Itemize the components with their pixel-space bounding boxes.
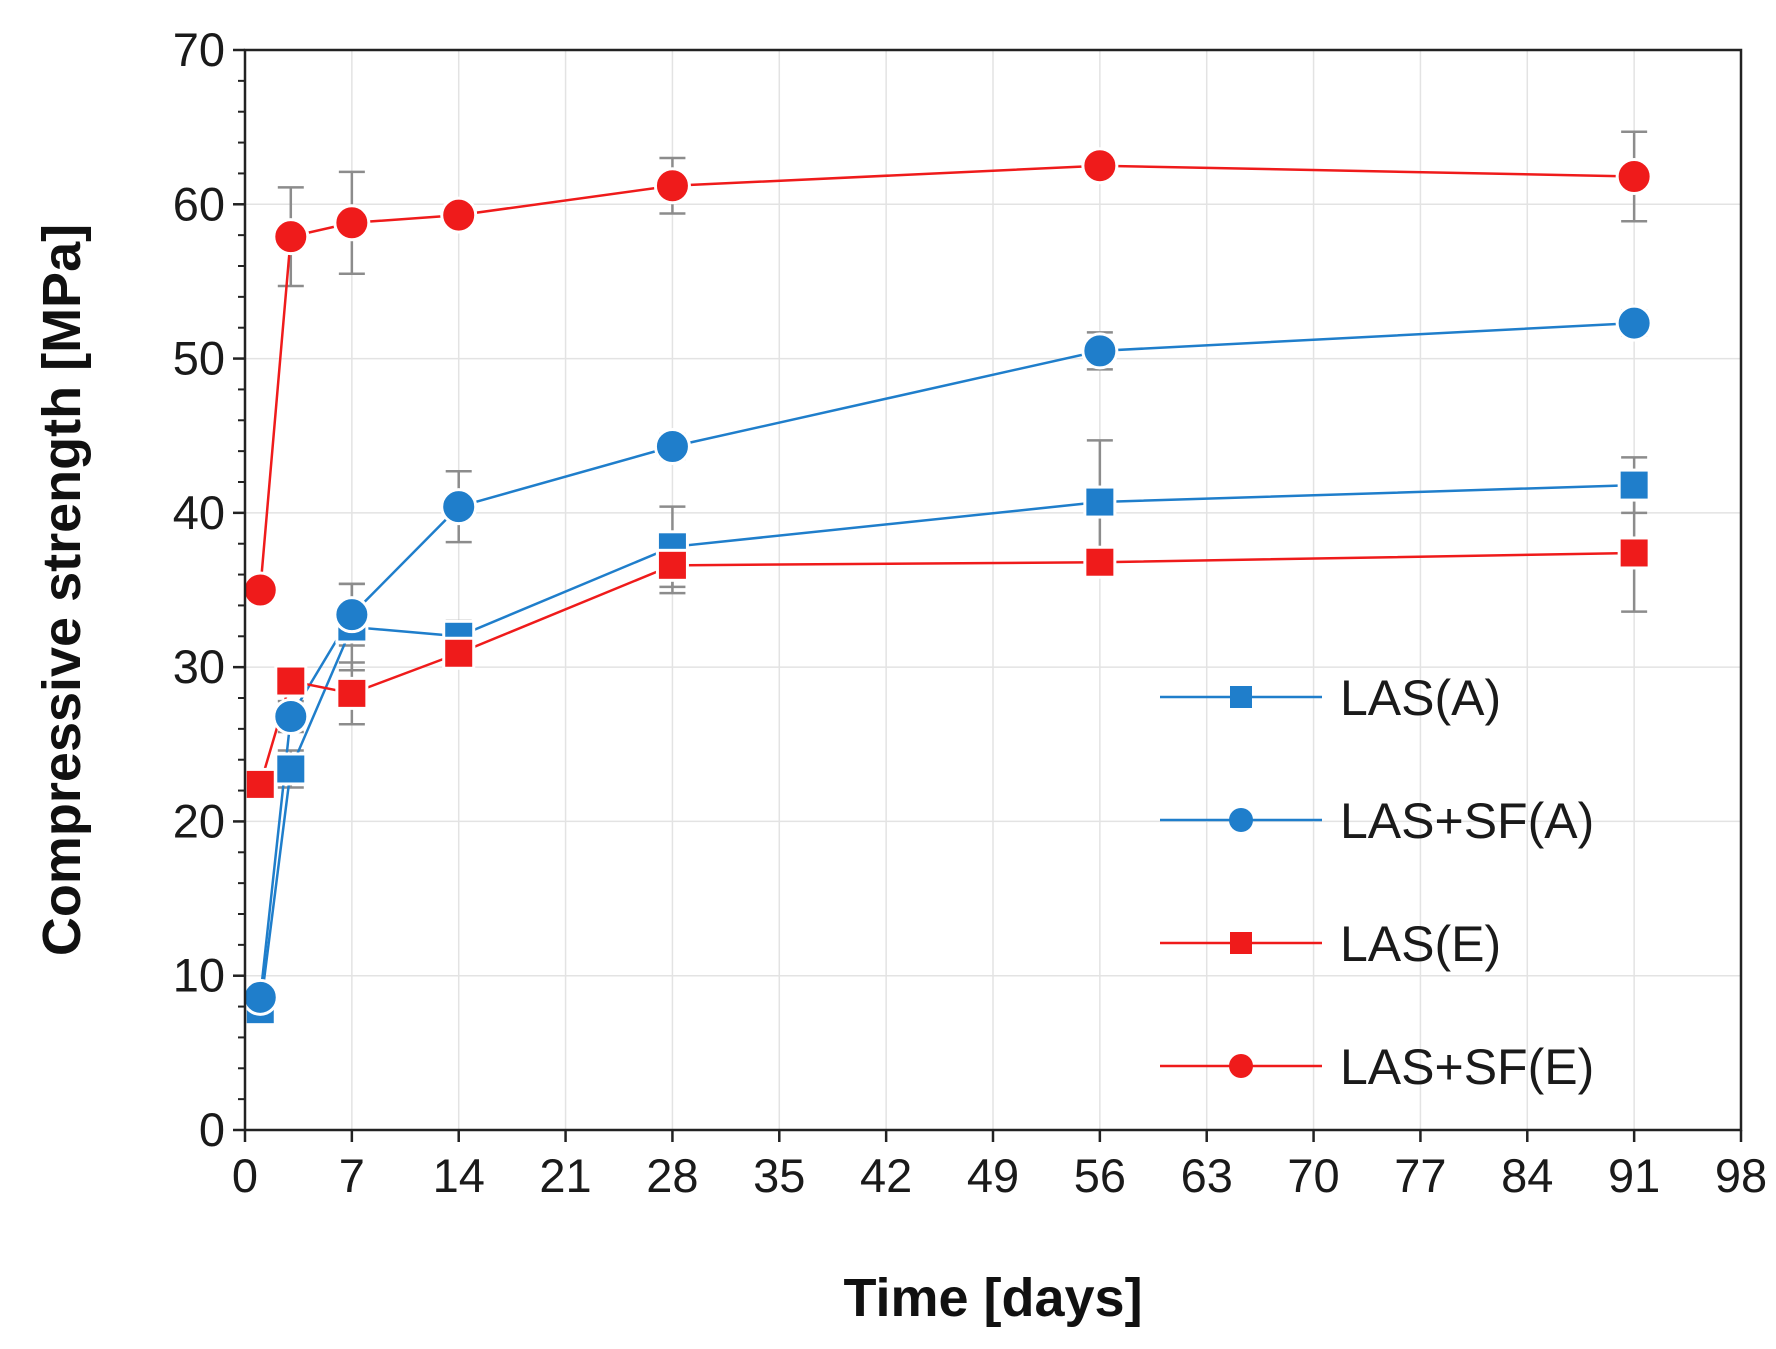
legend-marker-las-sf-a xyxy=(1229,808,1253,832)
y-tick-label: 40 xyxy=(173,486,225,539)
x-tick-label: 77 xyxy=(1394,1149,1446,1202)
y-tick-label: 60 xyxy=(173,177,225,230)
legend-marker-las-e xyxy=(1230,932,1252,954)
point-las-e xyxy=(1083,545,1117,579)
point-las-e xyxy=(655,548,689,582)
error-bars xyxy=(247,130,1648,1019)
point-las-sf-e xyxy=(1615,158,1653,196)
x-tick-label: 70 xyxy=(1287,1149,1339,1202)
point-las-sf-a xyxy=(653,428,691,466)
point-las-a xyxy=(1083,485,1117,519)
x-tick-label: 7 xyxy=(339,1149,365,1202)
point-las-sf-a xyxy=(1081,332,1119,370)
x-tick-label: 91 xyxy=(1608,1149,1660,1202)
x-axis-title: Time [days] xyxy=(843,1268,1142,1328)
y-axis-title: Compressive strength [MPa] xyxy=(32,224,92,956)
x-tick-label: 0 xyxy=(232,1149,258,1202)
x-tick-label: 28 xyxy=(646,1149,698,1202)
point-las-sf-a xyxy=(1615,304,1653,342)
y-tick-label: 70 xyxy=(173,23,225,76)
y-tick-label: 10 xyxy=(173,949,225,1002)
point-las-sf-e xyxy=(241,571,279,609)
legend: LAS(A) LAS+SF(A) LAS(E) LAS+SF(E) xyxy=(1160,670,1594,1095)
x-tick-label: 42 xyxy=(860,1149,912,1202)
series-markers xyxy=(241,147,1653,1027)
point-las-sf-e xyxy=(440,196,478,234)
point-las-sf-a xyxy=(272,698,310,736)
point-las-sf-a xyxy=(333,596,371,634)
x-tick-label: 63 xyxy=(1181,1149,1233,1202)
x-tick-label: 35 xyxy=(753,1149,805,1202)
x-tick-label: 21 xyxy=(539,1149,591,1202)
y-tick-label: 30 xyxy=(173,640,225,693)
x-tick-label: 56 xyxy=(1074,1149,1126,1202)
y-tick-label: 0 xyxy=(199,1103,225,1156)
x-tick-label: 98 xyxy=(1715,1149,1767,1202)
legend-label-las-a: LAS(A) xyxy=(1340,670,1501,726)
point-las-sf-a xyxy=(440,488,478,526)
point-las-a xyxy=(274,752,308,786)
x-tick-label: 84 xyxy=(1501,1149,1553,1202)
point-las-sf-e xyxy=(653,167,691,205)
point-las-e xyxy=(335,676,369,710)
x-tick-label: 49 xyxy=(967,1149,1019,1202)
point-las-sf-e xyxy=(1081,147,1119,185)
point-las-sf-e xyxy=(333,204,371,242)
legend-marker-las-a xyxy=(1230,686,1252,708)
legend-label-las-sf-a: LAS+SF(A) xyxy=(1340,793,1594,849)
point-las-e xyxy=(442,636,476,670)
point-las-sf-a xyxy=(241,978,279,1016)
point-las-a xyxy=(1617,468,1651,502)
point-las-e xyxy=(274,664,308,698)
series-lines xyxy=(259,164,1635,1010)
legend-marker-las-sf-e xyxy=(1229,1054,1253,1078)
x-tick-label: 14 xyxy=(433,1149,485,1202)
y-tick-label: 20 xyxy=(173,794,225,847)
point-las-sf-e xyxy=(272,218,310,256)
y-tick-label: 50 xyxy=(173,332,225,385)
point-las-e xyxy=(1617,536,1651,570)
legend-label-las-sf-e: LAS+SF(E) xyxy=(1340,1039,1594,1095)
axis-ticks: 0 10 20 30 40 50 60 70 0 7 14 21 28 35 42 49 56 63 70 77 84 9… xyxy=(173,23,1767,1202)
legend-label-las-e: LAS(E) xyxy=(1340,916,1501,972)
point-las-e xyxy=(243,767,277,801)
